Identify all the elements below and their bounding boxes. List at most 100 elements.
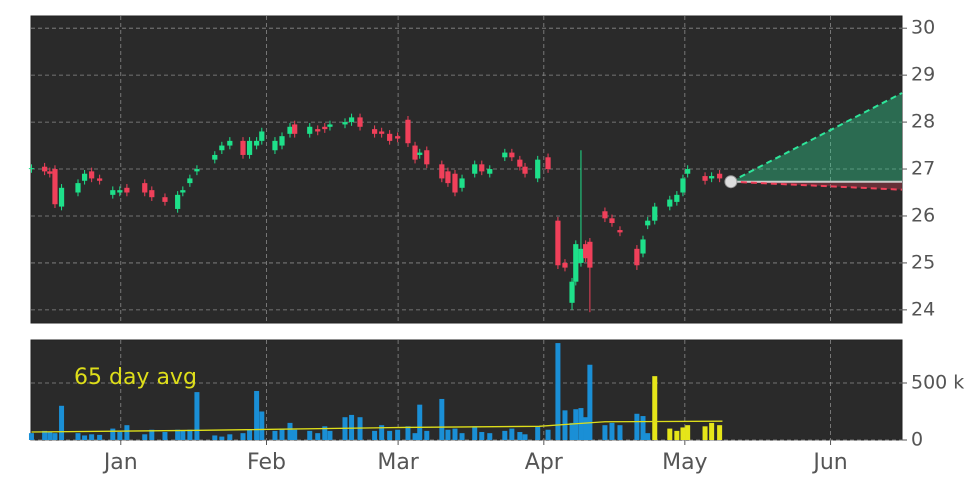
candle-body <box>162 197 168 202</box>
volume-bar <box>47 432 53 440</box>
candle-body <box>702 176 708 181</box>
candle-body <box>609 218 615 224</box>
candle-body <box>187 178 193 184</box>
candle-body <box>709 176 715 179</box>
candle-body <box>395 136 401 139</box>
volume-bar <box>412 433 418 440</box>
candle-body <box>472 164 478 174</box>
x-tick-label: Apr <box>525 450 564 475</box>
x-tick-label: Jan <box>102 450 138 475</box>
candle-body <box>240 140 246 155</box>
volume-bar <box>645 433 651 440</box>
volume-bar <box>82 435 88 440</box>
candle-body <box>327 124 333 127</box>
y-tick-label: 27 <box>911 158 935 180</box>
volume-bar <box>162 432 168 440</box>
candle-body <box>517 159 523 167</box>
candle-body <box>387 133 393 141</box>
volume-bar <box>573 409 579 440</box>
candle-body <box>110 190 116 195</box>
candle-body <box>246 140 253 155</box>
volume-bar <box>545 429 551 440</box>
volume-bar <box>59 405 65 440</box>
average-line <box>31 420 723 433</box>
volume-bar <box>479 432 485 440</box>
volume-bar <box>387 430 393 440</box>
candle-body <box>254 140 260 146</box>
volume-bar <box>240 433 246 440</box>
volume-bar <box>395 429 401 440</box>
volume-bar <box>439 398 445 440</box>
volume-bar <box>75 433 81 440</box>
candle-body <box>674 194 680 202</box>
volume-bar <box>680 427 686 440</box>
volume-bar <box>583 417 589 440</box>
forecast-start <box>724 175 738 189</box>
candle-body <box>175 194 181 209</box>
candle-body <box>717 173 723 179</box>
volume-bar <box>555 343 561 440</box>
volume-bar <box>417 404 423 440</box>
volume-bar <box>379 425 385 440</box>
candle-body <box>424 150 430 165</box>
candle-body <box>640 239 646 254</box>
volume-bar <box>52 433 58 440</box>
volume-bar <box>372 430 378 440</box>
candle-body <box>379 131 385 134</box>
volume-bar <box>405 426 411 440</box>
volume-bar <box>307 430 313 440</box>
volume-bar <box>315 433 321 440</box>
candle-body <box>348 117 355 123</box>
volume-bar <box>327 430 333 440</box>
candle-body <box>47 171 53 174</box>
x-tick-label: May <box>662 450 707 475</box>
volume-bar <box>124 425 130 440</box>
volume-bar <box>535 426 541 440</box>
price-panel <box>30 15 903 324</box>
volume-bar <box>602 425 608 440</box>
candle-body <box>342 122 348 125</box>
forecast-upper <box>730 92 903 183</box>
volume-bar <box>674 430 680 440</box>
candle-body <box>124 187 130 193</box>
candle-body <box>509 152 515 158</box>
volume-panel <box>30 339 903 441</box>
y-tick-label: 26 <box>911 204 935 226</box>
candle-body <box>279 136 285 146</box>
candle-body <box>680 178 686 193</box>
volume-bar <box>97 434 103 440</box>
y-tick-label: 0 <box>911 429 923 451</box>
x-tick-label: Jun <box>811 450 847 475</box>
volume-bar <box>702 426 708 440</box>
volume-bar <box>617 425 623 440</box>
candle-body <box>89 171 95 179</box>
candle-body <box>357 117 363 127</box>
candle-body <box>259 131 265 141</box>
candle-body <box>58 187 65 207</box>
volume-bar <box>117 432 123 440</box>
candle-body <box>219 145 225 151</box>
volume-bar <box>142 434 148 440</box>
volume-bar <box>279 428 285 440</box>
volume-bar <box>509 428 515 440</box>
candle-body <box>459 178 465 188</box>
volume-bar <box>452 428 458 440</box>
candle-body <box>142 183 148 193</box>
candle-body <box>372 129 378 134</box>
candle-body <box>117 190 123 193</box>
volume-bar <box>247 429 253 440</box>
candle-body <box>149 190 155 198</box>
candle-body <box>272 140 278 151</box>
volume-bar <box>685 425 691 440</box>
volume-bar <box>42 430 48 440</box>
y-tick-label: 30 <box>911 17 935 39</box>
volume-bar <box>175 429 181 440</box>
candle-body <box>417 152 423 155</box>
volume-bar <box>272 430 278 440</box>
volume-bar <box>445 429 451 440</box>
volume-bar <box>587 364 593 440</box>
y-tick-label: 500 k <box>911 371 964 393</box>
volume-bar <box>187 429 193 440</box>
volume-bar <box>322 426 328 440</box>
candle-body <box>439 164 445 179</box>
